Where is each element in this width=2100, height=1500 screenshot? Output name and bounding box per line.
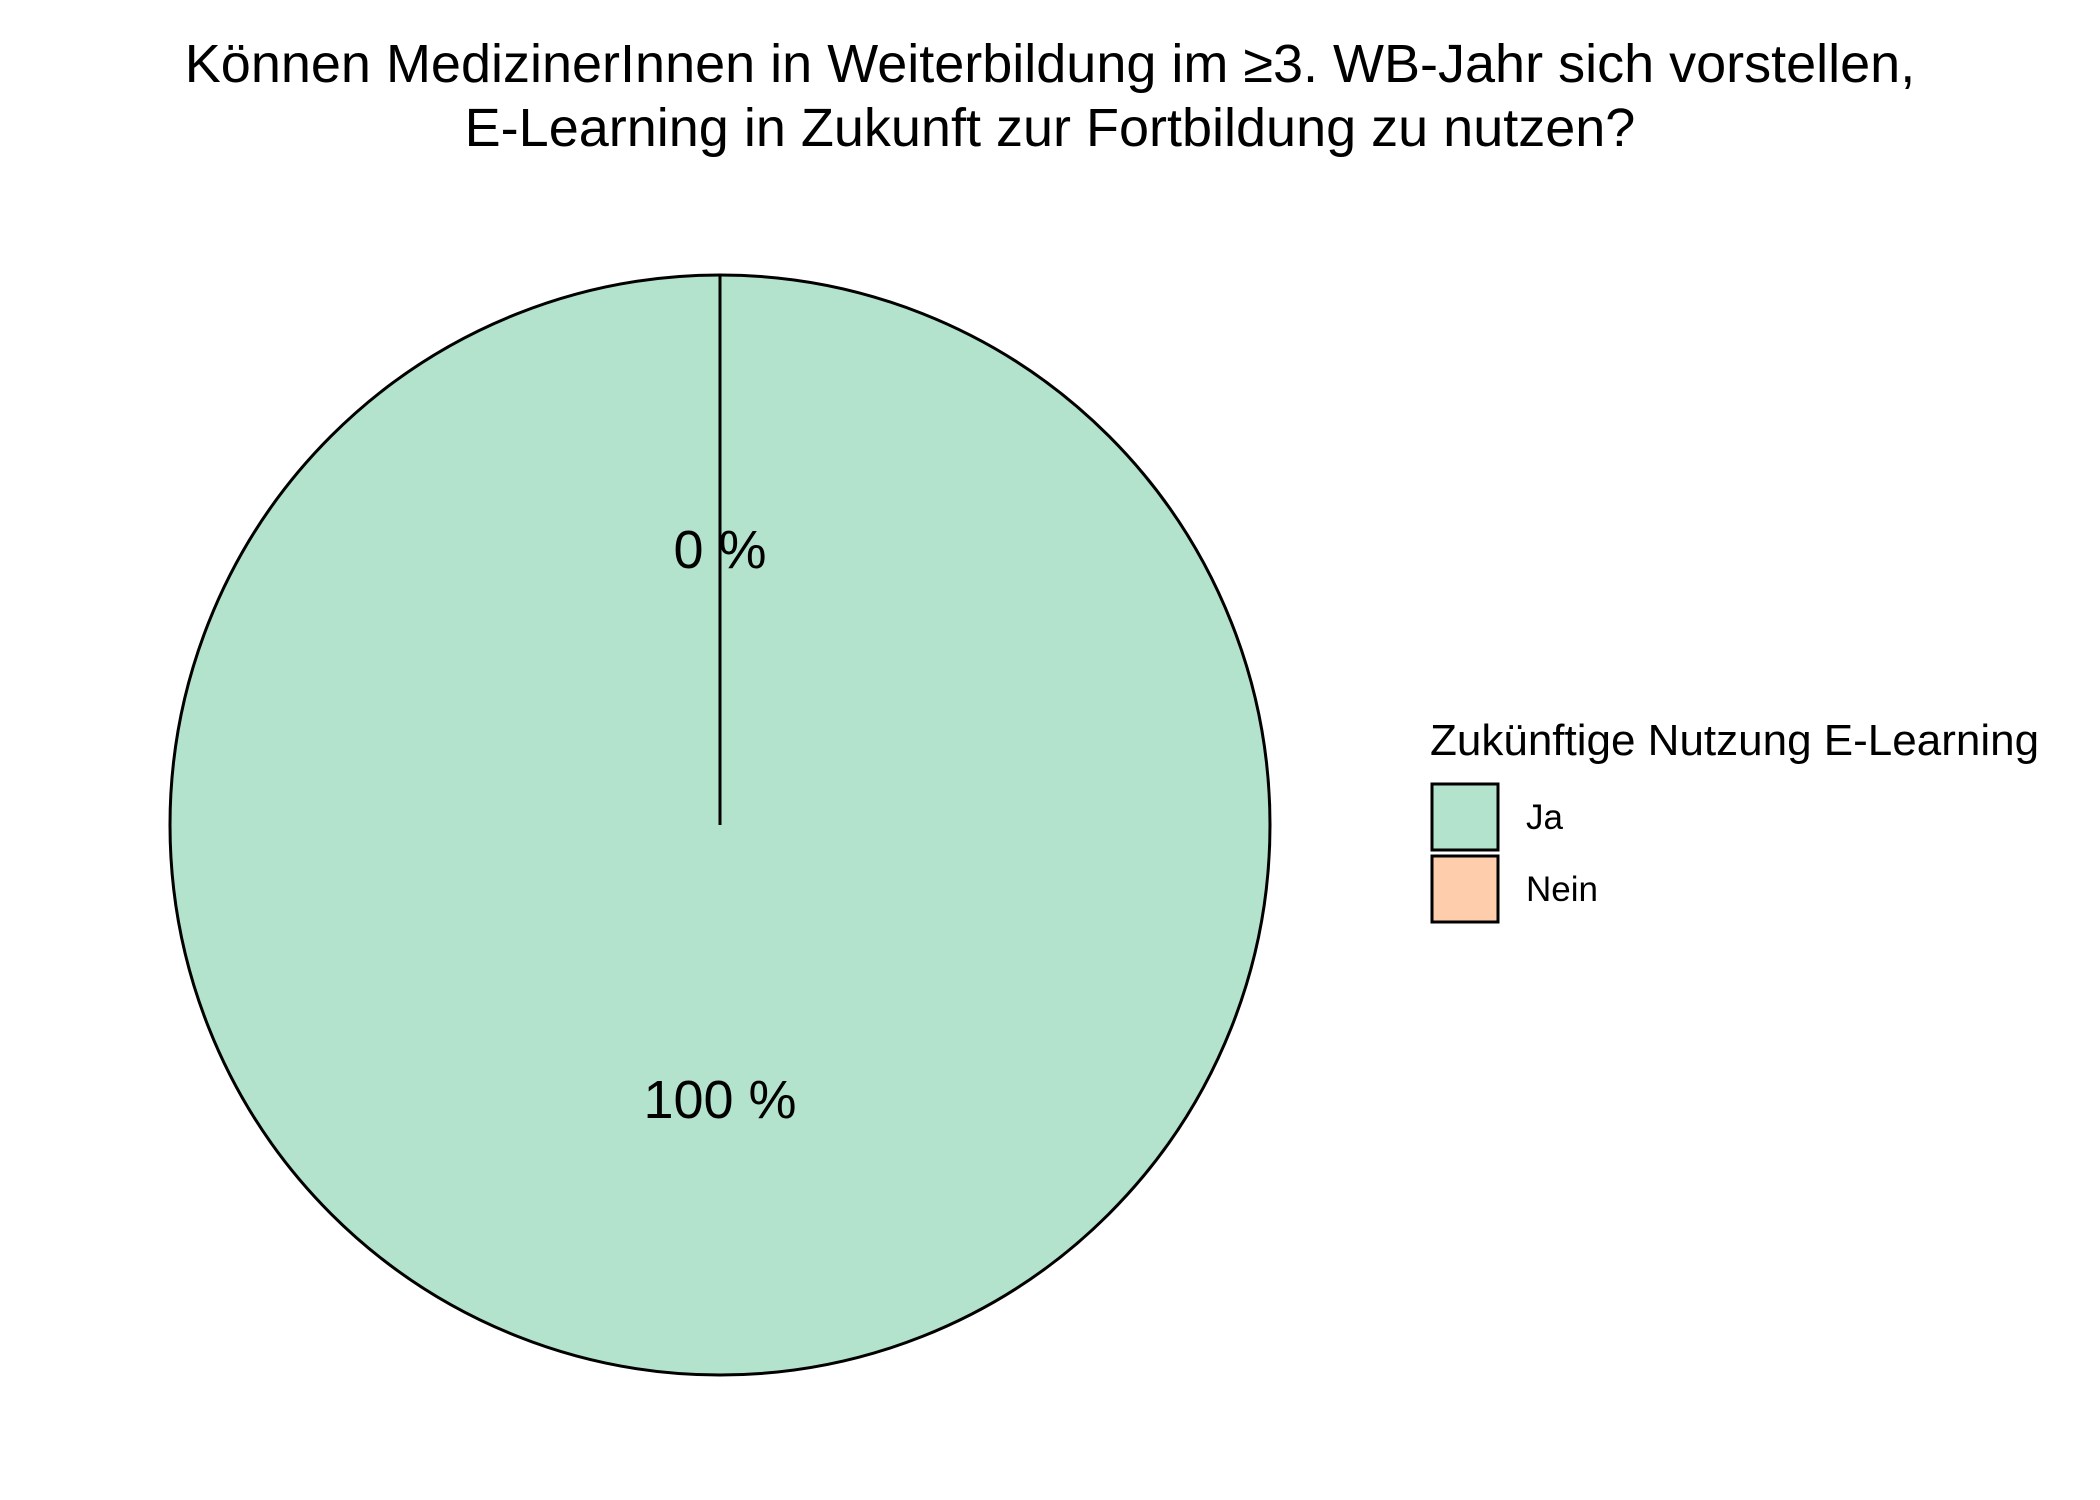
chart-title-line-2: E-Learning in Zukunft zur Fortbildung zu… bbox=[465, 98, 1636, 158]
legend-label-nein: Nein bbox=[1526, 870, 1598, 909]
slice-label-nein: 0 % bbox=[673, 520, 766, 580]
legend-items: Ja Nein bbox=[1430, 782, 1598, 924]
legend-label-ja: Ja bbox=[1526, 798, 1564, 837]
chart-title-line-1: Können MedizinerInnen in Weiterbildung i… bbox=[185, 34, 1915, 94]
legend-title: Zukünftige Nutzung E-Learning bbox=[1430, 716, 2039, 765]
legend: Zukünftige Nutzung E-Learning Ja Nein bbox=[1430, 716, 2039, 924]
slice-label-ja: 100 % bbox=[643, 1070, 796, 1130]
legend-key-ja bbox=[1430, 782, 1500, 852]
pie-slices bbox=[168, 273, 1272, 1377]
legend-key-nein bbox=[1430, 854, 1500, 924]
slice-labels: 100 % 0 % bbox=[643, 520, 796, 1130]
